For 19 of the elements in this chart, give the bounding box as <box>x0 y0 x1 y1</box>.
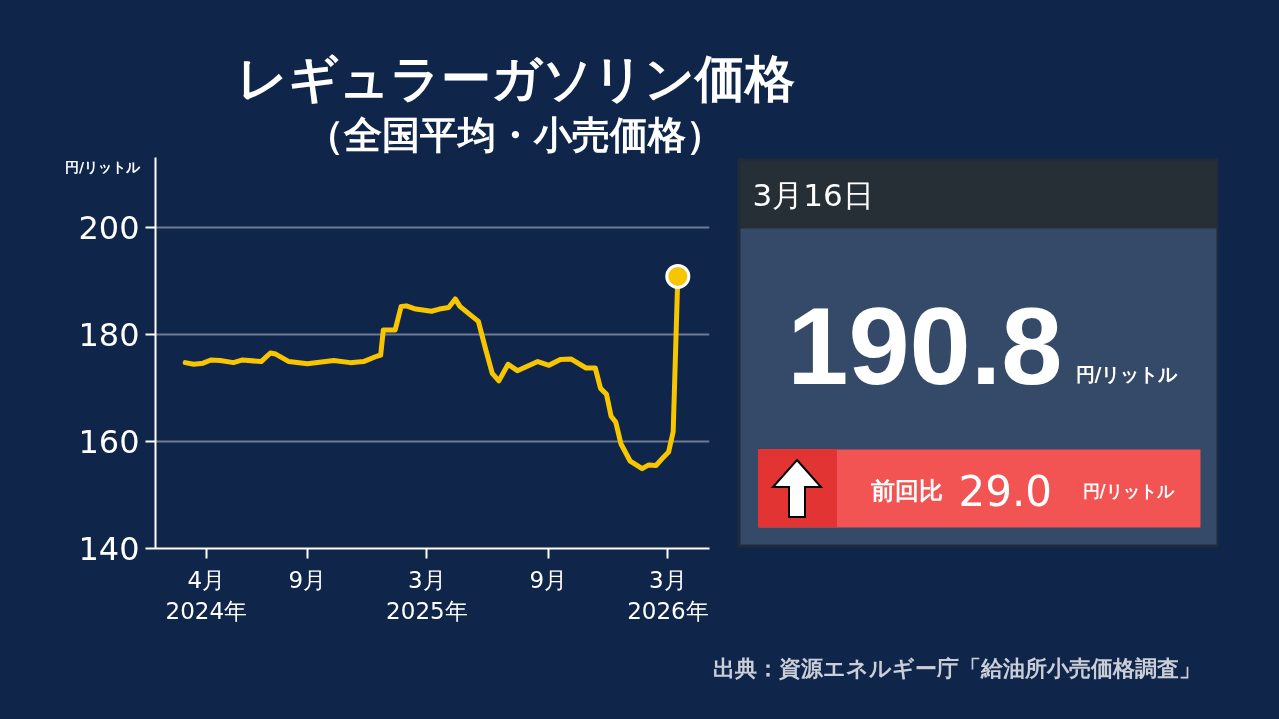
x-tick-label: 4月 2024年 <box>165 566 248 624</box>
text: 3月16日 <box>752 176 874 213</box>
y-tick-label: 160 <box>78 422 140 461</box>
text: 前回比 <box>869 476 943 505</box>
x-tick-label: 9月 <box>288 566 327 593</box>
x-tick-label: 3月 2026年 <box>627 566 709 624</box>
y-tick-label: 180 <box>78 315 140 354</box>
text: 29.0 <box>958 467 1053 516</box>
text: 円/リットル <box>1075 362 1179 385</box>
chart-subtitle: （全国平均・小売価格） <box>306 113 724 157</box>
text: 190.8 <box>787 283 1063 407</box>
y-tick-label: 200 <box>78 208 140 247</box>
source-note: 出典：資源エネルギー庁「給油所小売価格調査」 <box>713 656 1201 682</box>
x-tick-label: 9月 <box>529 566 568 593</box>
chart-title: レギュラーガソリン価格 <box>237 50 795 108</box>
y-tick-label: 140 <box>78 530 140 568</box>
text: 円/リットル <box>1082 480 1175 501</box>
y-axis-title: 円/リットル <box>64 159 140 176</box>
x-tick-label: 3月 2025年 <box>386 566 468 624</box>
